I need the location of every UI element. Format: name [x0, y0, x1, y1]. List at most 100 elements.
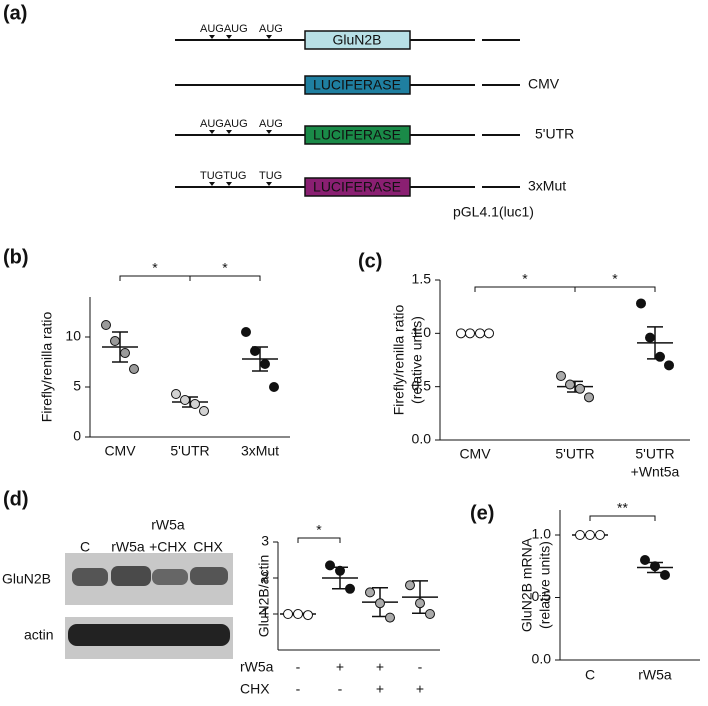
treatment-label: rW5a [240, 659, 274, 675]
y-tick-label: 1.5 [412, 271, 432, 287]
lane-label: C [80, 539, 90, 555]
x-tick-label: +Wnt5a [631, 464, 680, 480]
codon-label: AUGAUG [200, 118, 248, 130]
data-point [584, 392, 594, 403]
data-point [415, 598, 425, 609]
y-tick-label: 1.0 [412, 324, 432, 340]
blot-band [111, 566, 151, 586]
y-axis-label: GluN2B mRNA [519, 537, 535, 632]
construct-label: 3xMut [528, 178, 566, 194]
gene-label: GluN2B [332, 32, 381, 48]
treatment-label: CHX [240, 681, 270, 697]
y-axis-label: (relative units) [409, 316, 425, 404]
treatment-value: + [376, 681, 384, 697]
treatment-value: + [336, 659, 344, 675]
y-tick-label: 1.0 [532, 526, 552, 542]
blot-band [190, 567, 228, 585]
y-axis-label: Firefly/renilla ratio [39, 312, 55, 423]
vector-label: pGL4.1(luc1) [453, 204, 534, 220]
lane-label: rW5a [151, 517, 185, 533]
codon-marker [209, 130, 215, 134]
blot-band [68, 624, 230, 646]
data-point [241, 327, 251, 337]
data-point [650, 561, 660, 572]
band-label: GluN2B [2, 571, 51, 587]
data-point [101, 320, 111, 330]
x-tick-label: C [585, 667, 595, 683]
data-point [365, 587, 375, 598]
treatment-value: - [296, 681, 301, 697]
codon-label: TUG [259, 170, 282, 182]
codon-marker [266, 35, 272, 39]
data-point [565, 379, 575, 390]
significance-label: * [152, 260, 158, 276]
codon-label: TUGTUG [200, 170, 246, 182]
codon-marker [226, 130, 232, 134]
treatment-value: - [338, 681, 343, 697]
data-point [484, 328, 494, 339]
y-tick-label: 0.5 [412, 377, 432, 393]
significance-label: * [316, 522, 322, 538]
y-tick-label: 10 [65, 328, 81, 344]
data-point [405, 580, 415, 591]
data-point [640, 555, 650, 565]
y-tick-label: 2 [261, 569, 269, 585]
data-point [345, 583, 355, 594]
data-point [180, 395, 190, 405]
codon-marker [209, 182, 215, 186]
data-point [269, 382, 279, 392]
data-point [456, 328, 466, 339]
data-point [425, 609, 435, 619]
x-tick-label: rW5a [638, 667, 672, 683]
lane-label: CHX [193, 539, 223, 555]
x-tick-label: 5'UTR [635, 446, 674, 462]
data-point [655, 351, 665, 362]
y-tick-label: 0.0 [412, 431, 432, 447]
data-point [129, 364, 139, 374]
gene-label: LUCIFERASE [313, 77, 401, 93]
data-point [595, 530, 605, 540]
data-point [250, 346, 260, 356]
y-tick-label: 1 [261, 605, 269, 621]
y-tick-label: 5 [73, 378, 81, 394]
significance-label: * [612, 271, 618, 287]
data-point [199, 406, 209, 416]
y-tick-label: 0.0 [532, 651, 552, 667]
lane-label: +CHX [149, 539, 187, 555]
significance-bracket [574, 286, 656, 292]
data-point [325, 560, 335, 571]
data-point [120, 348, 130, 358]
construct-label: 5'UTR [535, 126, 574, 142]
codon-marker [266, 130, 272, 134]
y-tick-label: 0 [73, 428, 81, 444]
codon-label: AUG [259, 118, 283, 130]
panel-label: (e) [470, 502, 494, 524]
data-point [260, 359, 270, 369]
data-point [585, 530, 595, 540]
error-bar [112, 331, 128, 363]
treatment-value: + [416, 681, 424, 697]
x-tick-label: CMV [104, 443, 136, 459]
codon-marker [226, 182, 232, 186]
treatment-value: + [376, 659, 384, 675]
data-point [556, 371, 566, 381]
x-tick-label: 5'UTR [170, 443, 209, 459]
x-tick-label: 5'UTR [555, 446, 594, 462]
panel-label: (a) [3, 2, 27, 24]
gene-label: LUCIFERASE [313, 127, 401, 143]
treatment-value: - [418, 659, 423, 675]
panel-label: (d) [3, 488, 29, 510]
codon-marker [209, 35, 215, 39]
codon-label: AUGAUG [200, 23, 248, 35]
data-point [660, 570, 670, 580]
codon-marker [266, 182, 272, 186]
data-point [636, 298, 646, 309]
data-point [575, 530, 585, 540]
gene-label: LUCIFERASE [313, 179, 401, 195]
y-axis-label: GluN2B/actin [256, 555, 272, 637]
y-tick-label: 3 [261, 533, 269, 549]
significance-bracket [119, 275, 191, 281]
data-point [375, 598, 385, 609]
significance-label: ** [617, 500, 628, 516]
